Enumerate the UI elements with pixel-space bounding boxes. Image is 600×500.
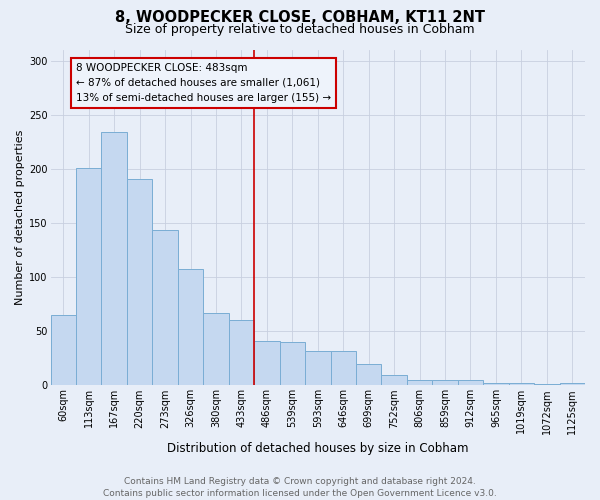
Bar <box>483 383 509 386</box>
Bar <box>127 178 152 386</box>
Bar <box>305 351 331 386</box>
Text: Contains HM Land Registry data © Crown copyright and database right 2024.
Contai: Contains HM Land Registry data © Crown c… <box>103 476 497 498</box>
Bar <box>50 315 76 386</box>
Bar <box>433 380 458 386</box>
Bar <box>407 380 433 386</box>
Text: 8 WOODPECKER CLOSE: 483sqm
← 87% of detached houses are smaller (1,061)
13% of s: 8 WOODPECKER CLOSE: 483sqm ← 87% of deta… <box>76 63 331 102</box>
Bar <box>534 384 560 386</box>
Text: 8, WOODPECKER CLOSE, COBHAM, KT11 2NT: 8, WOODPECKER CLOSE, COBHAM, KT11 2NT <box>115 10 485 25</box>
Bar <box>560 383 585 386</box>
Bar <box>203 313 229 386</box>
Bar <box>382 374 407 386</box>
Bar <box>178 268 203 386</box>
X-axis label: Distribution of detached houses by size in Cobham: Distribution of detached houses by size … <box>167 442 469 455</box>
Bar <box>229 320 254 386</box>
Bar <box>356 364 382 386</box>
Bar <box>280 342 305 386</box>
Bar <box>76 168 101 386</box>
Text: Size of property relative to detached houses in Cobham: Size of property relative to detached ho… <box>125 22 475 36</box>
Bar <box>101 132 127 386</box>
Bar <box>152 230 178 386</box>
Y-axis label: Number of detached properties: Number of detached properties <box>15 130 25 306</box>
Bar <box>331 351 356 386</box>
Bar <box>254 341 280 386</box>
Bar <box>458 380 483 386</box>
Bar <box>509 383 534 386</box>
